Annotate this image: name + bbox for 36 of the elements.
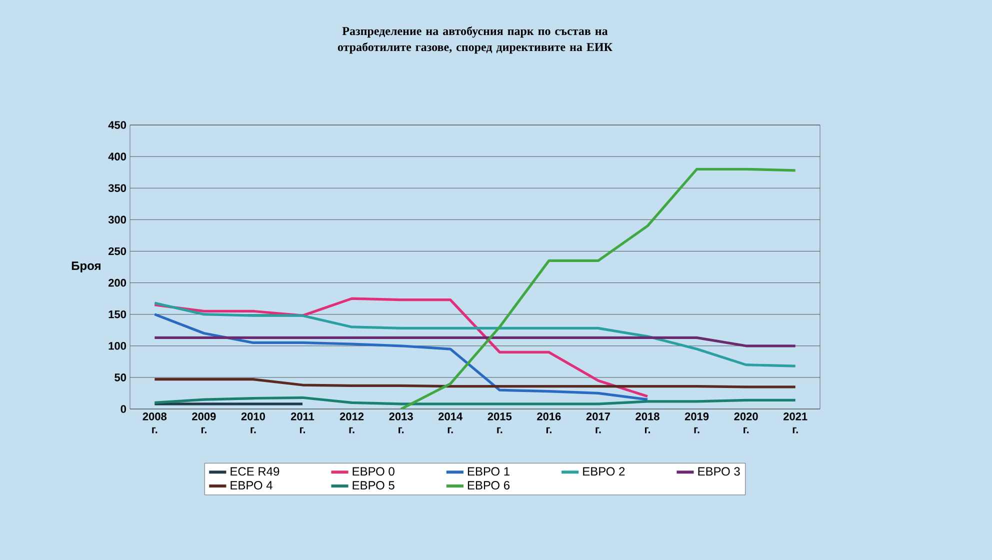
- x-tick-label: 2014 г.: [438, 412, 463, 434]
- y-tick-label: 400: [108, 152, 126, 160]
- x-tick-label: 2012 г.: [340, 412, 364, 434]
- x-tick-label: 2021 г.: [784, 412, 808, 434]
- legend-label: ЕВРО 4: [230, 481, 272, 490]
- legend-label: ECE R49: [230, 467, 280, 476]
- legend-label: ЕВРО 1: [468, 467, 510, 476]
- x-tick-label: 2009 г.: [192, 412, 216, 434]
- x-tick-label: 2011 г.: [290, 412, 314, 434]
- y-axis-title: Броя: [72, 262, 100, 272]
- x-tick-label: 2020 г.: [734, 412, 758, 434]
- x-tick-label: 2017 г.: [586, 412, 610, 434]
- x-tick-label: 2016 г.: [537, 412, 561, 434]
- x-tick-label: 2018 г.: [636, 412, 660, 434]
- y-tick-label: 250: [108, 247, 126, 256]
- line-series: [400, 168, 797, 409]
- x-tick-label: 2015 г.: [488, 412, 512, 434]
- y-tick-label: 300: [108, 216, 126, 224]
- legend-label: ЕВРО 6: [468, 481, 510, 490]
- legend-label: ЕВРО 3: [698, 467, 740, 476]
- y-tick-label: 200: [108, 278, 126, 287]
- x-tick-label: 2010 г.: [241, 412, 265, 434]
- y-tick-label: 0: [120, 405, 126, 413]
- x-tick-label: 2019 г.: [684, 412, 709, 434]
- line-series: [153, 313, 649, 401]
- y-tick-label: 350: [108, 184, 126, 192]
- x-tick-label: 2013 г.: [389, 412, 413, 434]
- y-tick-label: 50: [114, 374, 126, 382]
- legend-label: ЕВРО 2: [583, 467, 625, 476]
- legend-label: ЕВРО 5: [352, 481, 394, 490]
- y-tick-label: 150: [108, 310, 126, 318]
- chart-title: Разпределение на автобусния парк по състав на отработилите газове, според директивите на ЕИК: [338, 26, 612, 54]
- y-tick-label: 100: [108, 342, 126, 350]
- y-tick-label: 450: [108, 121, 126, 129]
- legend-label: ЕВРО 0: [352, 467, 394, 476]
- x-tick-label: 2008 г.: [142, 412, 167, 434]
